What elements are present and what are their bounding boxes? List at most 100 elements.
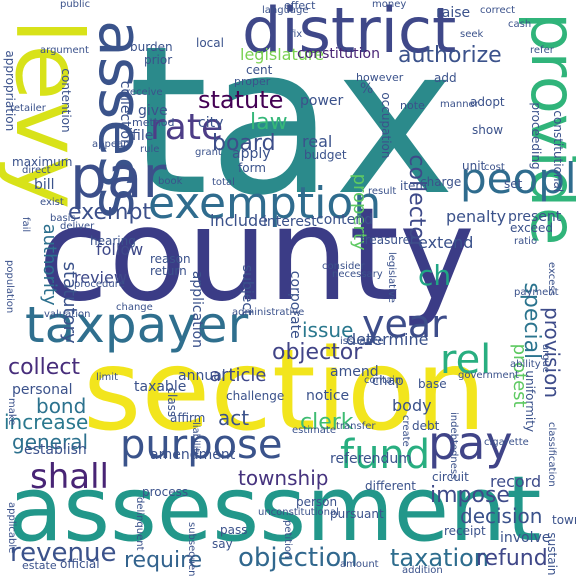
word-method: method [132, 116, 175, 129]
word-population: population [4, 260, 15, 314]
word-constitution: constitution [297, 46, 380, 62]
word-say: say [212, 537, 233, 551]
word-real: real [302, 132, 333, 151]
word-require: require [124, 548, 203, 573]
word-city: city [198, 115, 224, 131]
word-amendment: amendment [150, 447, 236, 463]
word-prior: prior [144, 53, 173, 67]
word-general: general [12, 430, 89, 454]
word-create: create [400, 415, 411, 447]
word-proceeding: proceeding [529, 102, 543, 170]
word-county: county [38, 181, 475, 330]
word-however: however [356, 71, 404, 84]
word-basis: basis [50, 213, 76, 224]
word-issue: issue [302, 318, 354, 342]
word-refund: refund [476, 546, 548, 571]
word-issuance: issuance [340, 336, 384, 347]
word-limit: limit [96, 372, 118, 383]
word-objection: objection [238, 543, 358, 573]
word-retailer: retailer [10, 103, 46, 114]
word-bond: bond [36, 394, 87, 418]
word-reason: reason [150, 252, 191, 266]
word-exist: exist [40, 197, 64, 208]
word-include: include [210, 211, 268, 230]
word-article: article [210, 365, 267, 386]
word-argument: argument [40, 45, 89, 56]
word-authority: authority [39, 223, 60, 306]
word-application: application [189, 270, 205, 349]
word-exempt: exempt [68, 200, 152, 225]
word-cash: cash [508, 19, 532, 30]
word-establish: establish [24, 442, 87, 458]
word-uniformity: uniformity [523, 370, 537, 433]
word-rel: rel [440, 337, 492, 383]
word-fix: fix [290, 29, 303, 40]
word-present: present [508, 209, 562, 225]
word-authorize: authorize [398, 43, 502, 68]
word-town: town [552, 513, 576, 527]
word-payment: payment [514, 287, 559, 298]
word-total: total [212, 177, 235, 188]
word-note: note [400, 99, 425, 112]
word-official: official [60, 557, 100, 571]
word-set: set [504, 177, 523, 191]
word-seek: seek [460, 29, 484, 40]
word-sustain: sustain [545, 532, 559, 576]
word-power: power [300, 93, 344, 109]
word-consider: consider [322, 261, 365, 272]
word-return: return [150, 264, 187, 278]
word-taxpayer: taxpayer [25, 296, 249, 354]
word-constitutional: constitutional [551, 110, 565, 193]
word-liability: liability [190, 422, 201, 459]
word-clerk: clerk [300, 410, 354, 435]
word-notice: notice [306, 388, 350, 404]
word-local: local [196, 36, 224, 50]
word-involve: involve [500, 530, 551, 546]
word-change: change [116, 302, 153, 313]
word-tax: tax [128, 3, 456, 241]
word-act: act [218, 406, 250, 430]
word-receive: receive [126, 87, 163, 98]
word-correct: correct [480, 5, 516, 16]
word-appropriation: appropriation [3, 50, 17, 132]
word-board: board [212, 131, 276, 156]
word-addition: addition [402, 565, 443, 576]
word-year: year [362, 302, 447, 346]
word-raise: raise [436, 5, 471, 21]
word-receipt: receipt [444, 524, 486, 538]
word-effect: effect [284, 0, 316, 12]
word-make: make [6, 398, 17, 426]
word-treasurer: treasurer [360, 233, 415, 247]
word-base: base [418, 377, 447, 391]
word-ratio: ratio [514, 236, 538, 247]
word-cost: cost [484, 162, 505, 173]
word-ability: ability [510, 359, 541, 370]
word-interest: interest [263, 214, 317, 230]
word-item: item [400, 179, 428, 193]
word-excess: excess [546, 262, 557, 296]
word-money: money [372, 0, 407, 10]
word-law: law [250, 110, 288, 135]
word-cent: cent [246, 63, 273, 77]
word-burden: burden [130, 40, 173, 54]
word-pass: pass [220, 523, 248, 537]
word-determine: determine [346, 330, 429, 349]
word-legislative: legislative [386, 252, 397, 303]
word-classification: classification [546, 422, 557, 487]
word-shall: shall [30, 457, 109, 497]
word-cigarette: cigarette [484, 437, 529, 448]
word-charge: charge [420, 175, 462, 189]
word-bill: bill [34, 177, 55, 193]
word-circuit: circuit [432, 470, 469, 484]
word-fund: fund [340, 432, 431, 478]
word-taxation: taxation [390, 544, 489, 572]
word-statute: statute [198, 86, 284, 114]
word-argue: argue [540, 344, 551, 373]
word-record: record [490, 472, 542, 491]
word-chap: chap [372, 374, 404, 389]
word-apply: apply [232, 146, 271, 162]
word-estimate: estimate [292, 425, 337, 436]
word-language: language [262, 5, 309, 16]
word-delinquent: delinquent [134, 497, 145, 551]
word-objector: objector [272, 340, 363, 365]
